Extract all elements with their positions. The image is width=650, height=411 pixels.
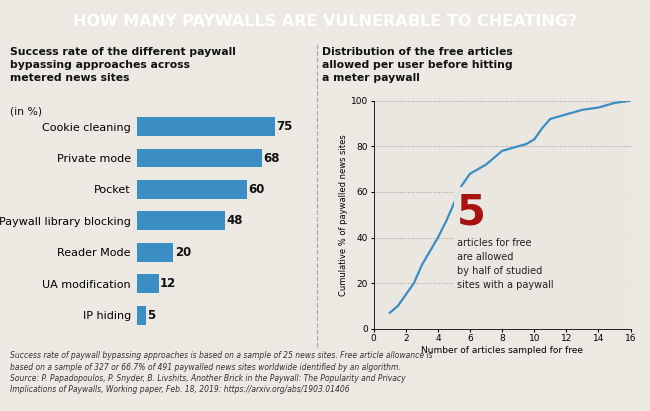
Text: Success rate of the different paywall
bypassing approaches across
metered news s: Success rate of the different paywall by… <box>10 47 235 83</box>
Text: 5: 5 <box>147 309 155 322</box>
Bar <box>136 274 159 293</box>
Bar <box>136 243 174 262</box>
Bar <box>136 180 247 199</box>
Text: Distribution of the free articles
allowed per user before hitting
a meter paywal: Distribution of the free articles allowe… <box>322 47 512 83</box>
Text: articles for free
are allowed
by half of studied
sites with a paywall: articles for free are allowed by half of… <box>457 238 554 290</box>
Text: HOW MANY PAYWALLS ARE VULNERABLE TO CHEATING?: HOW MANY PAYWALLS ARE VULNERABLE TO CHEA… <box>73 14 577 29</box>
Text: 12: 12 <box>160 277 176 290</box>
Bar <box>136 149 262 168</box>
Bar <box>136 212 225 230</box>
FancyBboxPatch shape <box>454 187 630 329</box>
Text: 48: 48 <box>226 215 243 227</box>
Bar <box>136 306 146 325</box>
Y-axis label: Cumulative % of paywalled news sites: Cumulative % of paywalled news sites <box>339 134 348 296</box>
Text: 5: 5 <box>457 192 486 234</box>
Text: 60: 60 <box>248 183 265 196</box>
Text: 20: 20 <box>175 246 191 259</box>
Bar <box>136 117 274 136</box>
Text: (in %): (in %) <box>10 106 42 116</box>
Text: Success rate of paywall bypassing approaches is based on a sample of 25 news sit: Success rate of paywall bypassing approa… <box>10 351 432 394</box>
X-axis label: Number of articles sampled for free: Number of articles sampled for free <box>421 346 583 355</box>
Text: 75: 75 <box>276 120 292 133</box>
Text: 68: 68 <box>263 152 280 164</box>
